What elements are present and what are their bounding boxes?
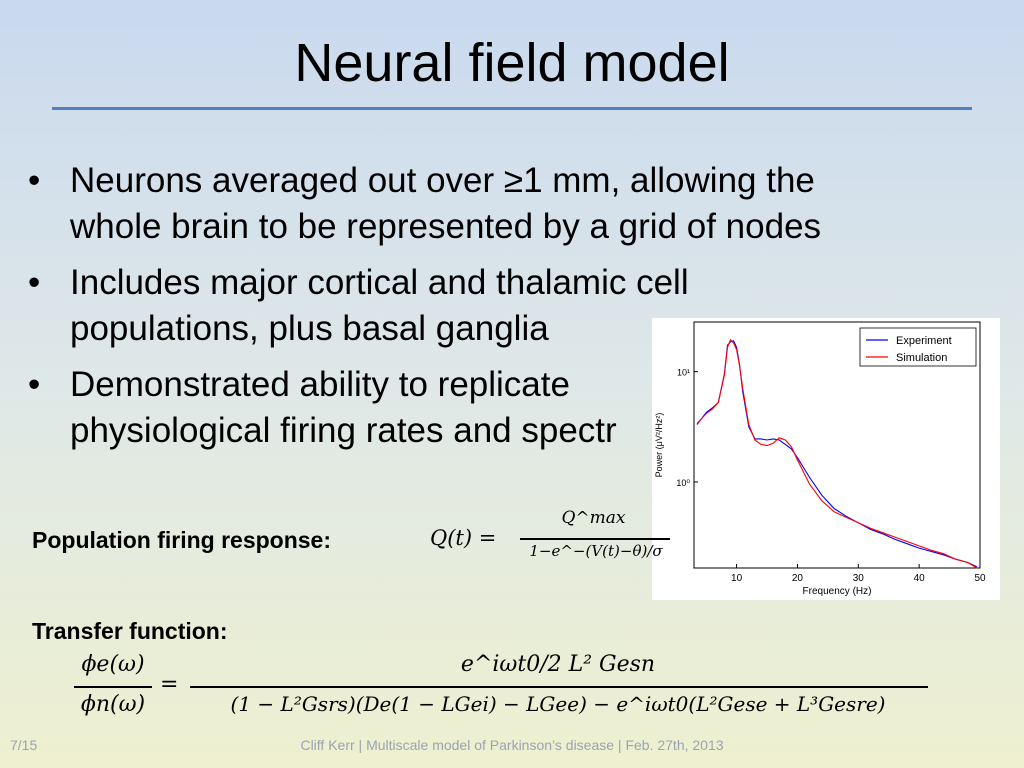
population-eq-numerator: Q^max: [561, 508, 626, 528]
spectrum-chart: 10 20 30 40 50 10⁰ 10¹ Frequency (Hz) Power (μV²…: [652, 318, 1000, 600]
transfer-lhs-numerator: ϕe(ω): [81, 652, 145, 677]
bullet-line: whole brain to be represented by a grid …: [70, 207, 822, 246]
bullet-item: • Demonstrated ability to replicate phys…: [28, 362, 958, 454]
transfer-lhs-denominator: ϕn(ω): [80, 692, 146, 717]
footer-text: Cliff Kerr | Multiscale model of Parkins…: [300, 737, 724, 753]
bullet-line: Demonstrated ability to replicate: [70, 365, 570, 404]
x-tick-label: 30: [853, 573, 865, 584]
y-axis-label: Power (μV²/Hz²): [654, 413, 664, 478]
fraction-bar: [520, 538, 670, 540]
bullet-marker: •: [28, 263, 41, 302]
slide-title: Neural field model: [294, 33, 730, 93]
bullet-line: Includes major cortical and thalamic cel…: [70, 263, 689, 302]
population-label: Population firing response:: [32, 527, 332, 553]
slide-number: 7/15: [10, 737, 38, 753]
transfer-rhs-denominator: (1 − L²Gsrs)(De(1 − LGei) − LGee) − e^iω…: [230, 692, 886, 716]
bullet-line: Neurons averaged out over ≥1 mm, allowin…: [70, 161, 815, 200]
spectrum-chart-svg: 10 20 30 40 50 10⁰ 10¹ Frequency (Hz) Power (μV²…: [654, 321, 986, 597]
legend-label: Simulation: [896, 352, 947, 364]
transfer-rhs-numerator: e^iωt0/2 L² Gesn: [460, 652, 656, 677]
x-tick-label: 50: [974, 573, 986, 584]
x-tick-label: 10: [731, 573, 743, 584]
bullet-line: physiological firing rates and spectr: [70, 411, 617, 450]
legend-label: Experiment: [896, 335, 952, 347]
transfer-label: Transfer function:: [32, 618, 228, 644]
fraction-bar: [190, 686, 928, 688]
bullet-line: populations, plus basal ganglia: [70, 309, 549, 348]
y-tick-label: 10¹: [677, 368, 690, 378]
y-tick-label: 10⁰: [676, 478, 690, 488]
bullet-item: • Neurons averaged out over ≥1 mm, allow…: [28, 158, 958, 250]
series-line-simulation: [696, 338, 978, 569]
equals-sign: =: [160, 672, 179, 697]
title-divider: [52, 107, 972, 110]
bullet-marker: •: [28, 161, 41, 200]
x-tick-label: 20: [792, 573, 804, 584]
bullet-list: • Neurons averaged out over ≥1 mm, allow…: [28, 158, 958, 464]
population-eq-denominator: 1−e^−(V(t)−θ)/σ: [529, 542, 663, 560]
transfer-equation: ϕe(ω) ϕn(ω) = e^iωt0/2 L² Gesn (1 − L²Gs…: [72, 648, 1012, 726]
population-eq-lhs: Q(t) =: [430, 526, 497, 550]
bullet-marker: •: [28, 365, 41, 404]
legend-box: [859, 327, 977, 367]
bullet-item: • Includes major cortical and thalamic c…: [28, 260, 958, 352]
fraction-bar: [74, 686, 152, 688]
x-tick-label: 40: [914, 573, 926, 584]
x-axis-label: Frequency (Hz): [803, 586, 872, 597]
population-equation: Q(t) = Q^max 1−e^−(V(t)−θ)/σ: [430, 508, 680, 568]
